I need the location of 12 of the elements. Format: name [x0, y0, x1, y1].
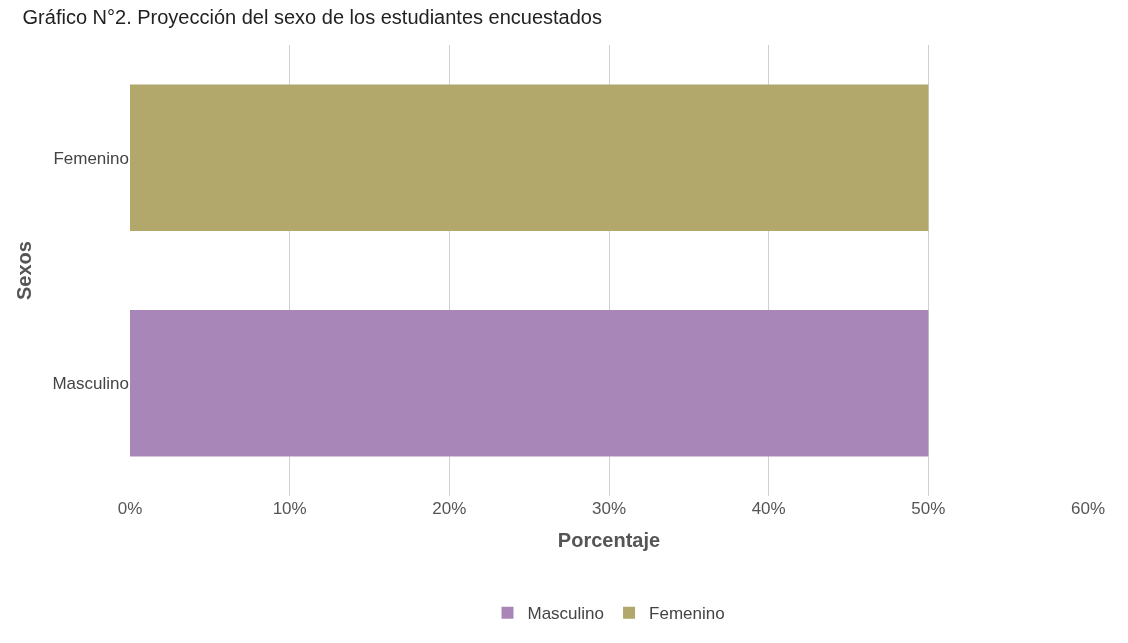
x-tick-label: 20%: [432, 499, 467, 518]
x-axis-title: Porcentaje: [557, 528, 661, 551]
x-tick-label: 50%: [911, 499, 946, 518]
x-tick-label: 40%: [751, 499, 786, 518]
y-axis-title: Sexos: [12, 241, 35, 300]
x-tick-label: 0%: [117, 499, 143, 518]
x-tick-label: 10%: [272, 499, 307, 518]
chart-title: Gráfico N°2. Proyección del sexo de los estudiantes encuestados: [22, 5, 602, 28]
x-tick-label: 60%: [1070, 499, 1106, 518]
x-tick-label: 30%: [591, 499, 627, 518]
legend-label: Masculino: [527, 604, 605, 624]
legend-label: Femenino: [649, 604, 725, 624]
